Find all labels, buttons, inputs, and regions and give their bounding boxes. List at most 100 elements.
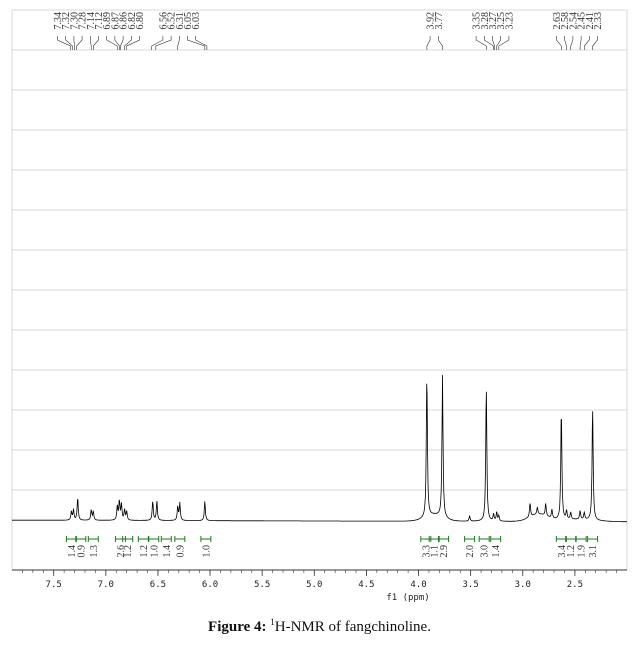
peak-label: 2.63 [552, 12, 563, 30]
peak-leader-line [187, 36, 206, 50]
peak-label: 3.27 [488, 12, 499, 30]
peak-leader-line [570, 36, 574, 50]
peak-leader-line [120, 36, 124, 50]
peak-label: 7.30 [69, 12, 80, 30]
peak-label: 6.56 [158, 12, 169, 30]
peak-leader-line [592, 36, 598, 50]
x-tick-label: 4.0 [410, 580, 426, 590]
integral-label: 0.9 [175, 545, 186, 558]
peak-label: 2.45 [577, 12, 588, 30]
x-tick-label: 7.5 [46, 580, 62, 590]
peak-label: 2.41 [585, 12, 596, 30]
peak-shift-labels: 7.347.327.307.287.147.126.896.876.866.82… [53, 12, 604, 50]
peak-label: 3.25 [496, 12, 507, 30]
peak-leader-line [492, 36, 495, 50]
integral-label: 1.3 [89, 545, 100, 558]
integral-label: 1.4 [162, 545, 173, 558]
peak-leader-line [426, 36, 431, 50]
peak-label: 6.87 [110, 12, 121, 30]
peak-label: 6.80 [135, 12, 146, 30]
peak-label: 2.58 [560, 12, 571, 30]
integral-label: 3.1 [588, 545, 599, 558]
peak-label: 3.35 [472, 12, 483, 30]
integral-label: 1.2 [123, 545, 134, 558]
peak-leader-line [177, 36, 180, 50]
integral-label: 1.0 [149, 545, 160, 558]
nmr-spectrum-chart: 7.347.327.307.287.147.126.896.876.866.82… [11, 9, 628, 603]
peak-leader-line [76, 36, 83, 50]
peak-leader-line [151, 36, 164, 50]
peak-label: 2.33 [593, 12, 604, 30]
integral-label: 1.2 [566, 545, 577, 558]
integral-label: 1.2 [139, 545, 150, 558]
x-tick-label: 3.5 [463, 580, 479, 590]
integral-markers: 1.40.9 1.3 2.61.2 1.2 1.0 1.4 0.9 1.0 3.31.12.9 2… [65, 536, 599, 558]
x-tick-label: 2.5 [567, 580, 583, 590]
x-tick-label: 7.0 [98, 580, 114, 590]
peak-leader-line [579, 36, 582, 50]
peak-label: 3.28 [480, 12, 491, 30]
peak-leader-line [437, 36, 443, 50]
peak-label: 2.54 [568, 12, 579, 30]
peak-leader-line [114, 36, 120, 50]
integral-label: 2.0 [465, 545, 476, 558]
peak-label: 7.12 [94, 12, 105, 30]
integral-label: 1.4 [491, 545, 502, 558]
integral-label: 1.9 [577, 545, 588, 558]
peak-leader-line [106, 36, 118, 50]
peak-leader-line [564, 36, 567, 50]
x-tick-label: 5.0 [306, 580, 322, 590]
peak-label: 6.52 [167, 12, 178, 30]
peak-label: 7.28 [78, 12, 89, 30]
peak-leader-line [73, 36, 75, 50]
peak-leader-line [155, 36, 172, 50]
peak-leader-line [90, 36, 92, 50]
peak-leader-line [126, 36, 140, 50]
peak-label: 7.34 [53, 12, 64, 30]
peak-label: 3.77 [434, 12, 445, 30]
x-tick-label: 4.5 [358, 580, 374, 590]
peak-label: 3.23 [504, 12, 515, 30]
integral-label: 1.0 [201, 545, 212, 558]
x-tick-label: 5.5 [254, 580, 270, 590]
peak-label: 6.82 [127, 12, 138, 30]
integral-label: 3.0 [480, 545, 491, 558]
peak-label: 6.03 [191, 12, 202, 30]
peak-leader-line [195, 36, 208, 50]
x-tick-label: 6.5 [150, 580, 166, 590]
figure-caption: Figure 4: 1H-NMR of fangchinoline. [0, 617, 639, 636]
x-tick-label: 3.0 [515, 580, 531, 590]
peak-leader-line [65, 36, 73, 50]
plot-grid [11, 9, 628, 571]
integral-label: 1.4 [67, 545, 78, 558]
peak-label: 6.05 [183, 12, 194, 30]
figure-label: Figure 4: [208, 619, 267, 635]
x-tick-label: 6.0 [202, 580, 218, 590]
spectrum-trace [12, 374, 627, 523]
integral-label: 2.6 [116, 545, 127, 558]
peak-label: 6.86 [119, 12, 130, 30]
peak-leader-line [57, 36, 71, 50]
integral-label: 3.4 [557, 545, 568, 558]
integral-label: 3.3 [421, 545, 432, 558]
peak-leader-line [93, 36, 99, 50]
peak-label: 7.32 [61, 12, 72, 30]
peak-leader-line [124, 36, 132, 50]
peak-leader-line [583, 36, 590, 50]
integral-label: 0.9 [76, 545, 87, 558]
peak-leader-line [483, 36, 494, 50]
peak-leader-line [498, 36, 510, 50]
x-axis-title: f1 (ppm) [386, 593, 429, 603]
peak-label: 7.14 [86, 12, 97, 30]
integral-label: 2.9 [439, 545, 450, 558]
peak-leader-line [556, 36, 562, 50]
peak-label: 6.31 [175, 12, 186, 30]
figure-caption-text: H-NMR of fangchinoline. [274, 619, 431, 635]
x-axis: 7.5 7.0 6.5 6.0 5.5 5.0 4.5 4.0 3.5 3.0 2.5 [12, 569, 627, 590]
figure-caption-sup: 1 [270, 617, 275, 627]
peak-label: 3.92 [426, 12, 437, 30]
peak-leader-line [496, 36, 502, 50]
integral-label: 1.1 [430, 545, 441, 558]
peak-leader-line [475, 36, 487, 50]
peak-label: 6.89 [102, 12, 113, 30]
